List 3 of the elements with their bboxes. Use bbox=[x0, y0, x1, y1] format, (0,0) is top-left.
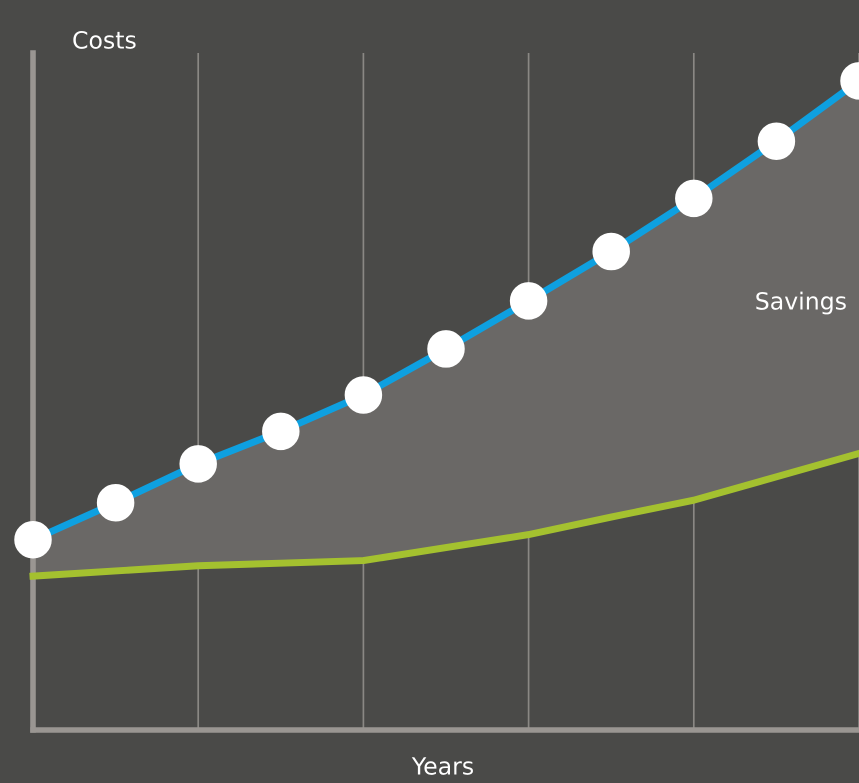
annotation: Savings bbox=[756, 292, 846, 314]
x-axis-title: Years bbox=[412, 757, 473, 775]
y-axis-title: Costs bbox=[73, 30, 136, 49]
